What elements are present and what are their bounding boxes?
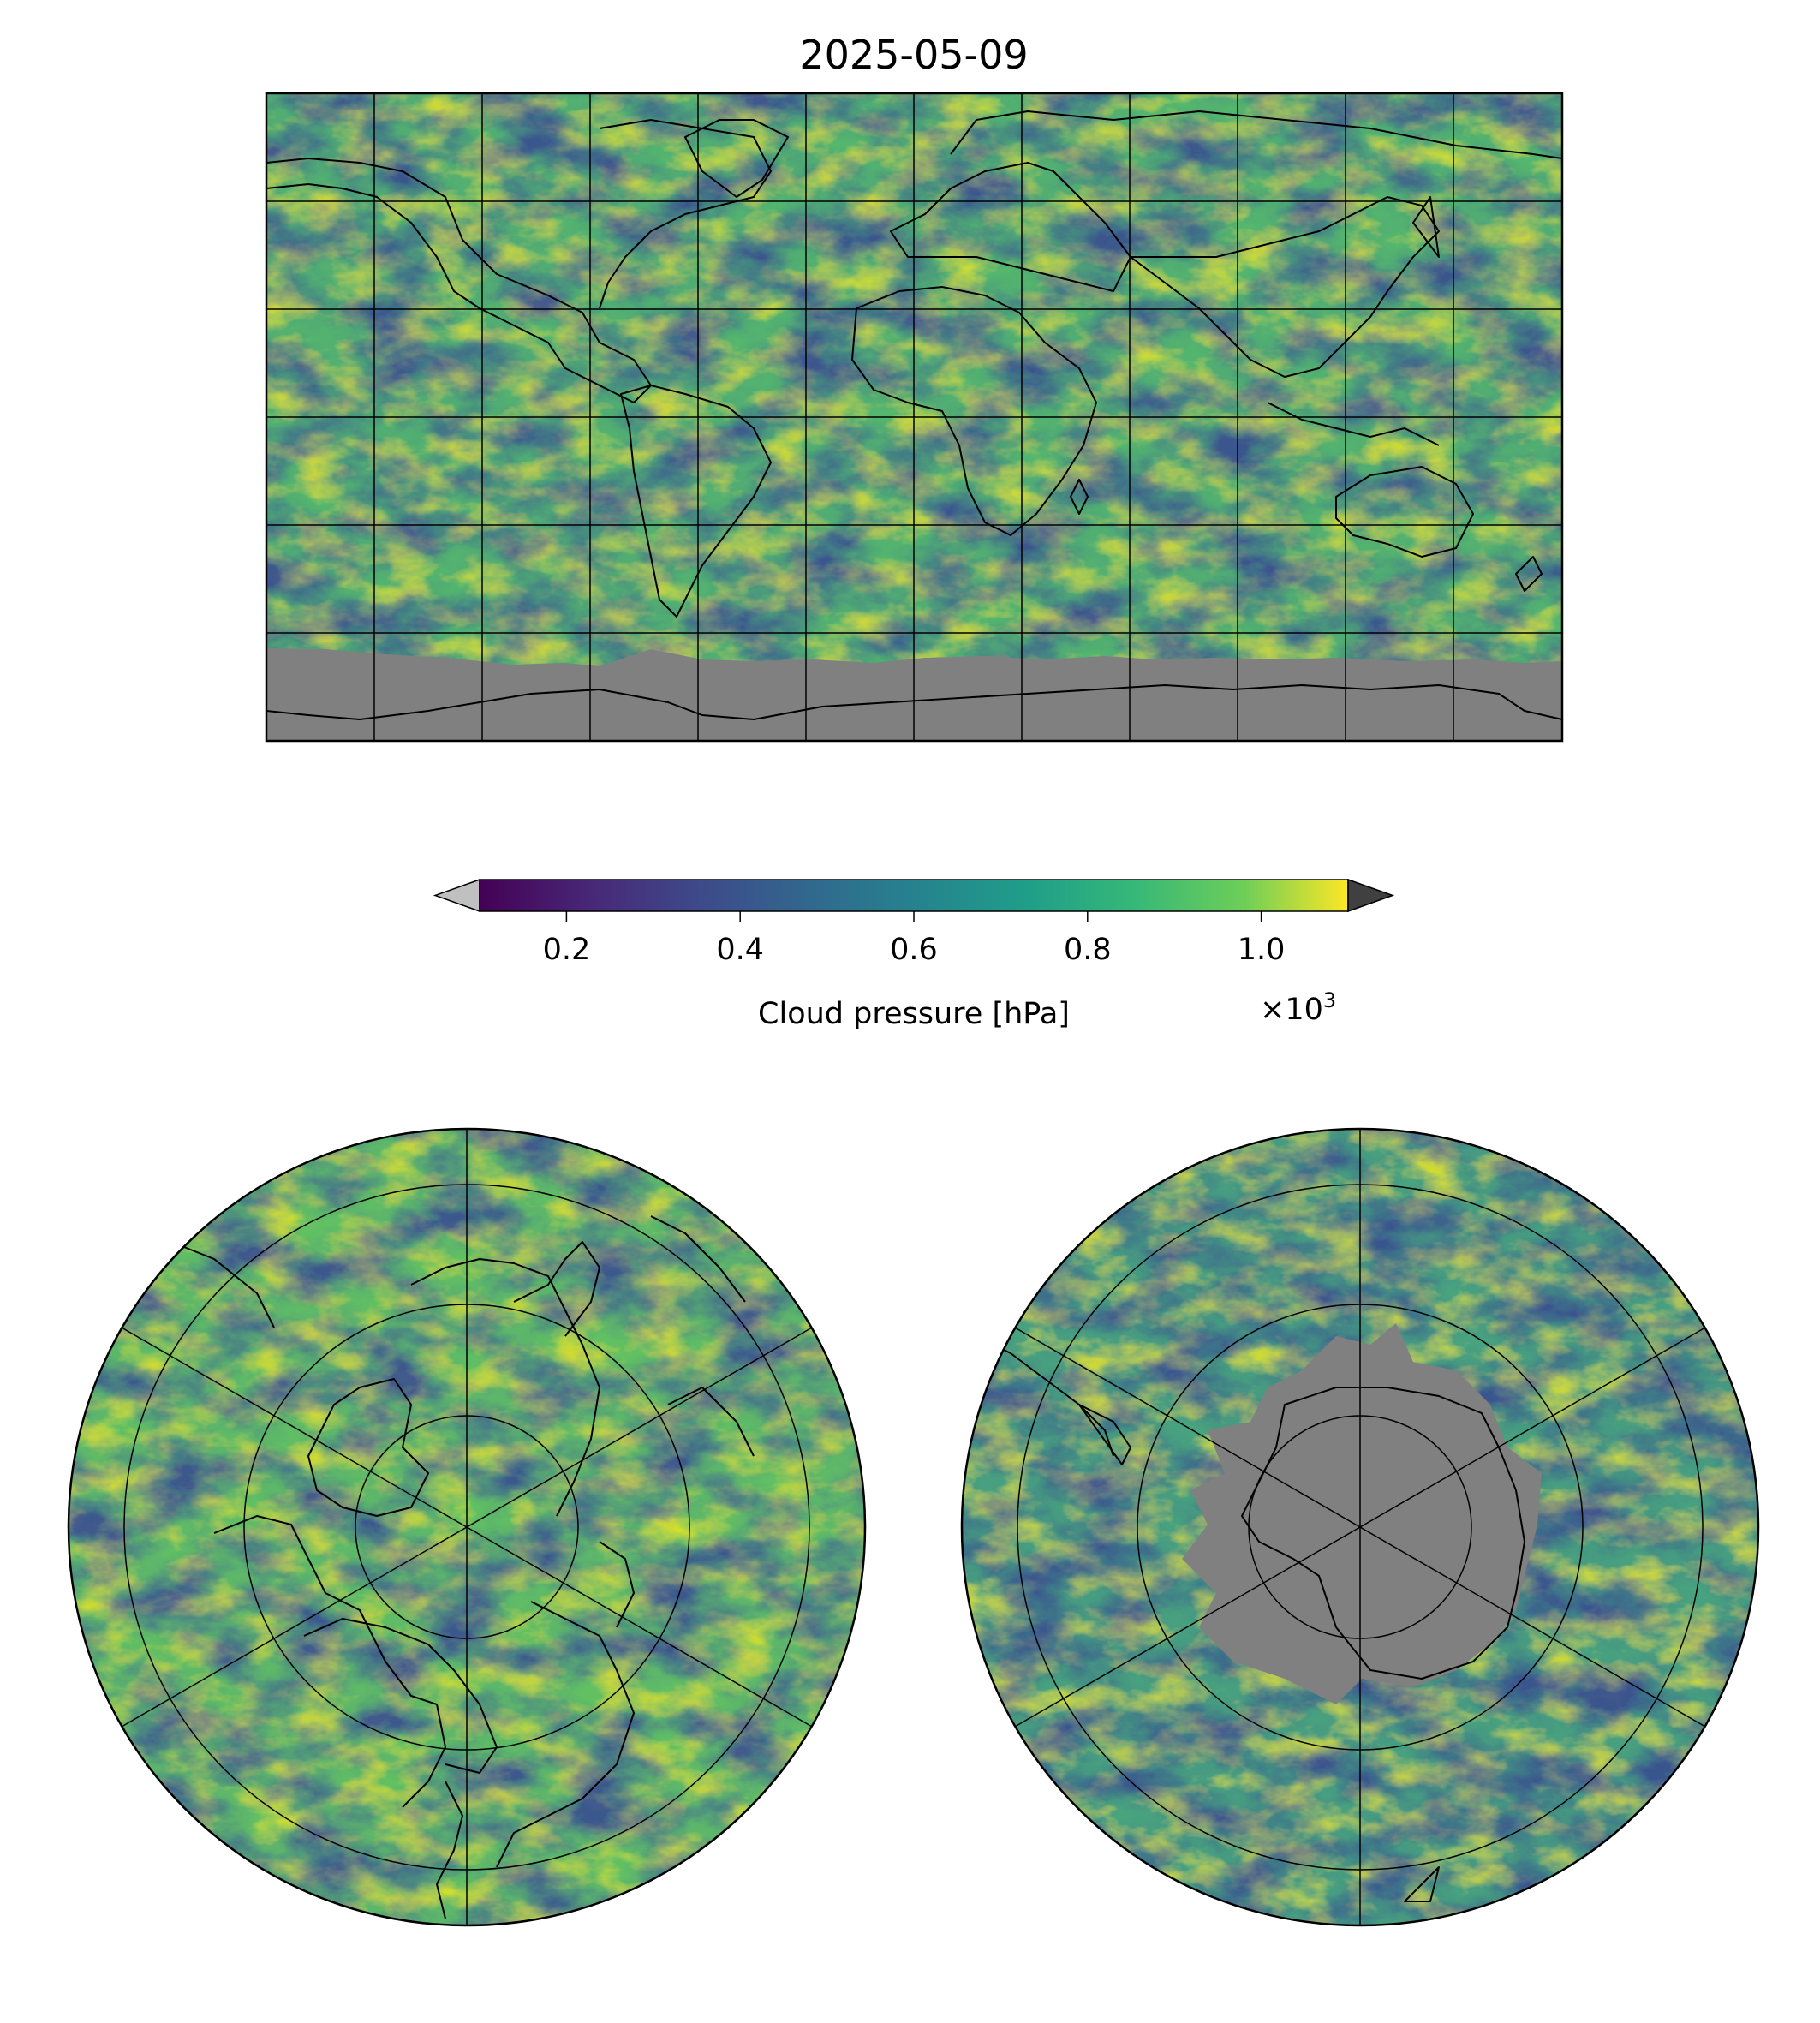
south-gridlines [1014, 1129, 1706, 1925]
colorbar-tick-label: 0.8 [1064, 933, 1112, 967]
colorbar-gradient [480, 880, 1348, 911]
global-map [265, 92, 1564, 743]
south-polar-map [960, 1127, 1760, 1927]
global-map-frame [265, 92, 1564, 743]
north-polar-map [67, 1127, 867, 1927]
colorbar: 0.2 0.4 0.6 0.8 1.0 Cloud pressure [hPa] ×10… [433, 878, 1395, 1031]
colorbar-label: Cloud pressure [hPa] [758, 997, 1070, 1031]
north-gridlines [121, 1129, 813, 1925]
south-map-frame [960, 1127, 1760, 1927]
north-coastlines [170, 1215, 755, 1919]
colorbar-ticks: 0.2 0.4 0.6 0.8 1.0 [543, 911, 1286, 967]
colorbar-tick-label: 0.4 [716, 933, 764, 967]
colorbar-multiplier: ×103 [1260, 988, 1336, 1027]
colorbar-extend-max [1347, 878, 1395, 913]
colorbar-multiplier-exponent: 3 [1323, 988, 1336, 1012]
south-missing-data [1182, 1323, 1542, 1704]
south-coastlines [976, 1335, 1525, 1902]
colorbar-tick-label: 0.6 [890, 933, 938, 967]
global-coastlines [266, 110, 1562, 720]
colorbar-tick-label: 0.2 [543, 933, 591, 967]
figure-title: 2025-05-09 [799, 32, 1028, 78]
colorbar-extend-min [433, 878, 480, 913]
global-gridlines [266, 93, 1562, 741]
colorbar-tick-label: 1.0 [1238, 933, 1286, 967]
north-map-frame [67, 1127, 867, 1927]
colorbar-multiplier-prefix: ×10 [1260, 993, 1323, 1027]
